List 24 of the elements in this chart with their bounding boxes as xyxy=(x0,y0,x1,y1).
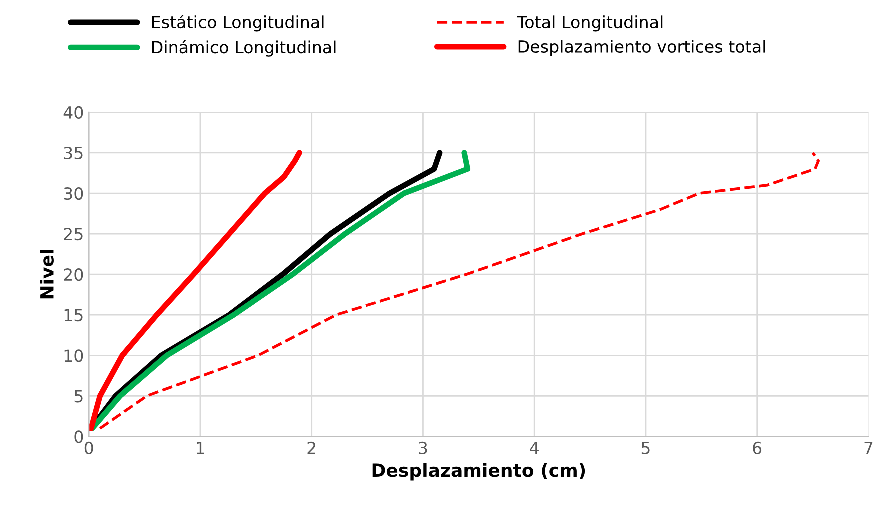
x-tick-label: 4 xyxy=(530,442,539,454)
y-tick-label: 10 xyxy=(64,350,84,362)
x-tick-label: 0 xyxy=(84,442,94,454)
y-tick-label: 20 xyxy=(64,268,84,282)
legend-label: Total Longitudinal xyxy=(517,16,663,32)
y-tick-label: 25 xyxy=(64,228,83,241)
y-tick-label: 35 xyxy=(64,146,83,160)
y-tick-label: 15 xyxy=(64,309,83,322)
x-axis-title: Desplazamiento (cm) xyxy=(372,463,586,481)
x-tick-label: 2 xyxy=(308,442,316,454)
x-tick-label: 7 xyxy=(864,442,873,454)
y-tick-label: 30 xyxy=(64,187,84,200)
x-tick-label: 5 xyxy=(642,442,650,454)
x-tick-label: 1 xyxy=(197,442,204,454)
legend-label: Desplazamiento vortices total xyxy=(518,40,766,56)
y-tick-label: 40 xyxy=(64,106,84,120)
y-axis-title: Nivel xyxy=(40,250,54,299)
y-tick-label: 0 xyxy=(74,430,84,444)
line-series xyxy=(98,152,820,430)
x-tick-label: 3 xyxy=(419,442,428,454)
legend-label: Dinámico Longitudinal xyxy=(152,40,336,57)
x-tick-label: 6 xyxy=(753,442,762,454)
legend-label: Estático Longitudinal xyxy=(152,15,324,32)
y-tick-label: 5 xyxy=(74,390,83,403)
